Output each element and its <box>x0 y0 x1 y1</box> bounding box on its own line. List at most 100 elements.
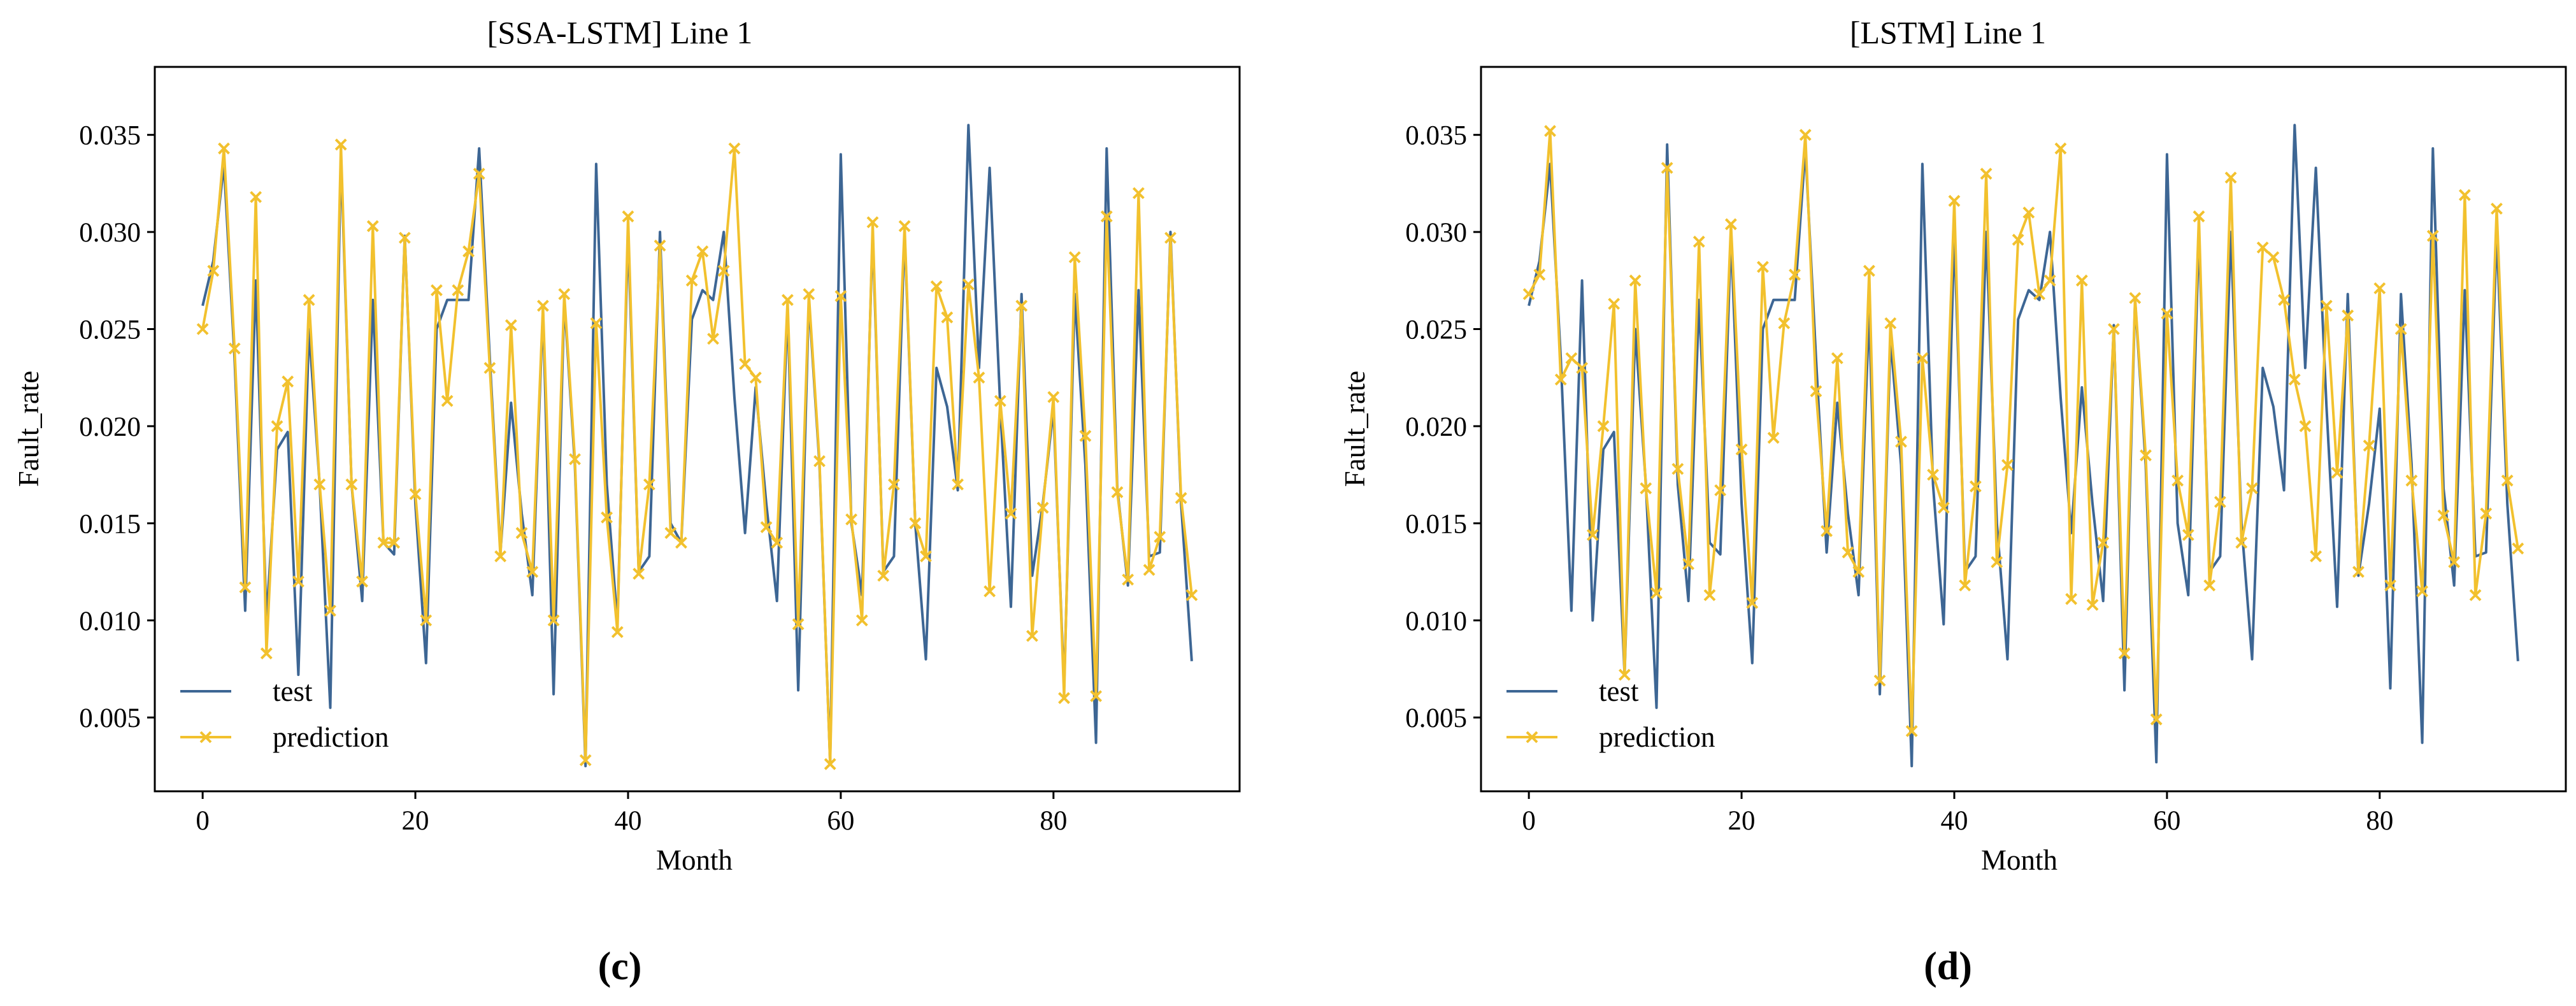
prediction-point <box>590 317 603 329</box>
prediction-point <box>1980 168 1993 180</box>
prediction-point <box>2416 585 2429 598</box>
prediction-point <box>579 754 592 766</box>
y-tick-label: 0.030 <box>1405 218 1467 248</box>
prediction-point <box>803 288 815 301</box>
prediction-point <box>782 294 794 306</box>
prediction-point <box>1079 429 1092 442</box>
prediction-point <box>1661 162 1673 174</box>
prediction-point <box>696 245 709 257</box>
prediction-point <box>1154 531 1166 543</box>
prediction-point <box>313 478 326 491</box>
series-prediction-line <box>201 143 1193 766</box>
prediction-point <box>1895 435 1907 448</box>
prediction-point <box>2097 536 2110 549</box>
prediction-point <box>984 585 996 598</box>
prediction-point <box>2458 189 2471 201</box>
plot-frame <box>154 66 1241 793</box>
y-tick-label: 0.020 <box>79 412 141 442</box>
prediction-point <box>813 455 826 468</box>
prediction-point <box>1132 187 1145 199</box>
chart-ssa-lstm: [SSA-LSTM] Line 1 test prediction Month … <box>13 15 1241 988</box>
prediction-point <box>1810 385 1822 398</box>
prediction-point <box>2480 507 2493 520</box>
y-tick-label: 0.025 <box>79 315 141 345</box>
prediction-point <box>504 319 517 331</box>
prediction-point <box>2182 529 2194 542</box>
prediction-point <box>409 488 422 501</box>
y-tick-label: 0.035 <box>79 121 141 151</box>
prediction-point <box>547 614 560 627</box>
prediction-point <box>2065 593 2078 605</box>
prediction-point <box>877 570 890 582</box>
prediction-point <box>2108 323 2120 335</box>
prediction-point <box>452 284 464 296</box>
prediction-point <box>2501 474 2514 487</box>
panel-caption: (d) <box>1924 945 1972 988</box>
y-tick-label: 0.030 <box>79 218 141 248</box>
prediction-point <box>2172 474 2184 487</box>
prediction-point <box>749 371 762 384</box>
series-prediction-line <box>1528 129 2519 733</box>
prediction-point <box>717 264 730 277</box>
prediction-point <box>2022 206 2035 219</box>
prediction-point <box>1544 125 1556 138</box>
legend-prediction-marker <box>1526 731 1538 744</box>
prediction-point <box>2299 420 2312 433</box>
prediction-point <box>1916 352 1929 364</box>
prediction-point <box>855 614 868 627</box>
prediction-point <box>941 311 954 324</box>
prediction-point <box>2140 449 2152 462</box>
prediction-point <box>1789 268 1801 281</box>
prediction-point <box>1905 725 1918 737</box>
prediction-point <box>271 420 283 433</box>
prediction-point <box>1185 589 1198 601</box>
prediction-point <box>207 264 220 277</box>
plot-area <box>1522 124 2524 768</box>
prediction-point <box>2394 323 2407 335</box>
prediction-point <box>2256 241 2269 254</box>
x-axis-label: Month <box>1981 844 2057 876</box>
chart-lstm: [LSTM] Line 1 test prediction Month Faul… <box>1339 15 2567 988</box>
prediction-point <box>1005 507 1017 520</box>
prediction-point <box>2384 579 2396 592</box>
prediction-point <box>1608 298 1621 310</box>
prediction-point <box>282 375 294 388</box>
prediction-point <box>1111 486 1124 498</box>
prediction-point <box>1164 231 1177 244</box>
prediction-point <box>1757 261 1769 273</box>
prediction-point <box>2288 373 2301 386</box>
prediction-point <box>1090 690 1103 703</box>
prediction-point <box>675 536 687 549</box>
prediction-point <box>1873 674 1886 687</box>
prediction-point <box>1522 288 1535 301</box>
prediction-point <box>1026 629 1038 642</box>
prediction-point <box>1554 373 1567 386</box>
prediction-point <box>2086 598 2099 611</box>
prediction-point <box>1937 501 1950 514</box>
prediction-point <box>2437 509 2450 522</box>
prediction-point <box>1058 692 1070 705</box>
legend-test-label: test <box>1599 675 1639 707</box>
prediction-point <box>1842 546 1854 559</box>
prediction-point <box>707 333 719 345</box>
prediction-point <box>1831 352 1843 364</box>
prediction-point <box>2278 294 2290 306</box>
prediction-point <box>334 138 347 151</box>
y-tick-label: 0.035 <box>1405 121 1467 151</box>
prediction-point <box>1778 317 1791 329</box>
prediction-point <box>739 357 752 370</box>
prediction-point <box>2118 647 2131 659</box>
prediction-point <box>2331 466 2343 479</box>
prediction-point <box>1576 362 1589 374</box>
x-axis-label: Month <box>656 844 733 876</box>
prediction-point <box>2469 589 2482 601</box>
prediction-point <box>654 240 666 252</box>
chart-title: [LSTM] Line 1 <box>1850 15 2046 50</box>
prediction-point <box>2001 459 2014 471</box>
x-tick-label: 0 <box>196 806 210 836</box>
y-tick-label: 0.020 <box>1405 412 1467 442</box>
prediction-point <box>2267 251 2280 264</box>
prediction-point <box>1618 668 1631 681</box>
prediction-point <box>2405 474 2418 487</box>
prediction-point <box>601 511 613 524</box>
